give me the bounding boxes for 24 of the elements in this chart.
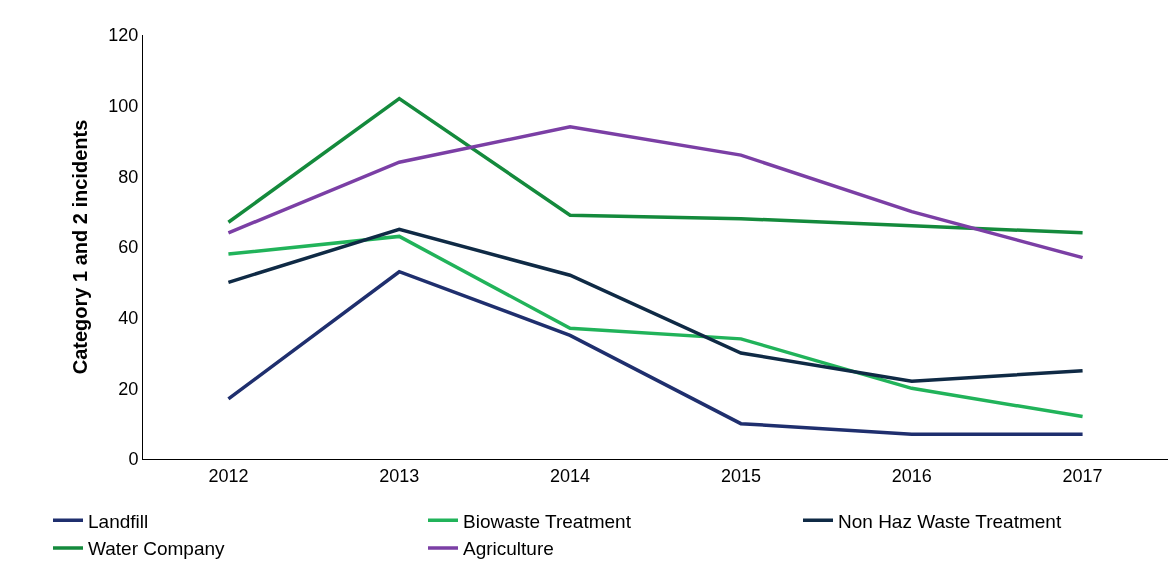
y-tick-label: 0 — [128, 449, 139, 470]
legend-label: Non Haz Waste Treatment — [838, 510, 1062, 532]
x-tick-label: 2015 — [720, 465, 761, 486]
legend-label: Landfill — [88, 510, 149, 532]
line-series — [226, 125, 1085, 260]
x-tick-label: 2016 — [891, 465, 932, 486]
y-tick-label: 20 — [118, 378, 139, 399]
legend-label: Biowaste Treatment — [463, 510, 632, 532]
line-series — [226, 269, 1085, 437]
line-series — [226, 96, 1085, 235]
line-series — [226, 234, 1085, 419]
x-tick-label: 2014 — [550, 465, 591, 486]
y-axis-title: Category 1 and 2 incidents — [68, 119, 91, 375]
legend-label: Water Company — [88, 538, 226, 560]
x-tick-label: 2017 — [1062, 465, 1103, 486]
y-tick-label: 60 — [118, 237, 139, 258]
y-tick-label: 120 — [108, 25, 139, 46]
x-tick-label: 2012 — [208, 465, 249, 486]
y-tick-label: 100 — [108, 95, 139, 116]
legend-label: Agriculture — [463, 538, 554, 560]
x-tick-label: 2013 — [379, 465, 420, 486]
y-tick-label: 80 — [118, 166, 139, 187]
y-tick-label: 40 — [118, 307, 139, 328]
line-series — [226, 227, 1085, 384]
